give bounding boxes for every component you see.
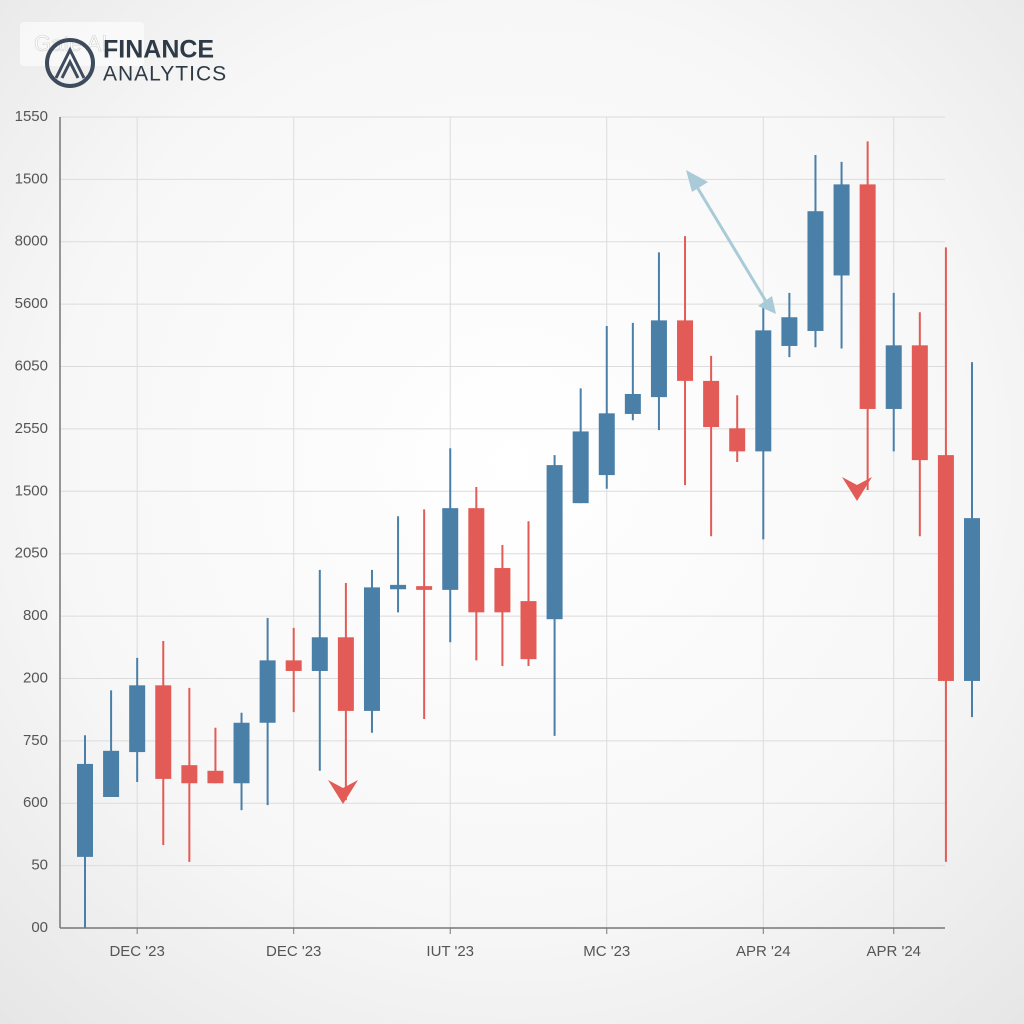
candle-body — [677, 320, 694, 381]
x-tick-label: DEC '23 — [266, 943, 321, 960]
candle-body — [129, 685, 146, 753]
down-arrow — [842, 477, 872, 501]
annotations — [328, 170, 872, 804]
candle-body — [416, 586, 433, 590]
y-tick-label: 200 — [23, 669, 48, 686]
down-arrow — [328, 780, 358, 804]
candle-body — [833, 184, 850, 276]
candle-body — [468, 508, 485, 613]
candle-body — [311, 637, 328, 671]
candle-body — [259, 660, 276, 723]
candle-body — [703, 380, 720, 428]
y-tick-label: 1500 — [15, 170, 48, 187]
y-tick-label: 1550 — [15, 108, 48, 125]
logo-subtitle: ANALYTICS — [103, 63, 227, 86]
logo-mark — [54, 46, 86, 79]
y-tick-label: 800 — [23, 607, 48, 624]
candle-body — [755, 330, 772, 452]
y-tick-label: 5600 — [15, 295, 48, 312]
candle-body — [572, 431, 589, 504]
x-tick-label: MC '23 — [583, 943, 630, 960]
x-tick-label: APR '24 — [736, 943, 791, 960]
candle-body — [885, 345, 902, 409]
x-tick-label: DEC '23 — [109, 943, 164, 960]
y-tick-label: 750 — [23, 732, 48, 749]
candle-body — [442, 508, 459, 590]
candle-body — [937, 455, 954, 681]
candle-body — [781, 317, 798, 346]
arrow-head — [686, 170, 708, 192]
y-tick-label: 2550 — [15, 420, 48, 437]
candle-body — [546, 465, 563, 620]
y-tick-label: 6050 — [15, 358, 48, 375]
candle-body — [729, 428, 746, 452]
candle-body — [807, 211, 824, 331]
candle-body — [363, 587, 380, 711]
arrow-head — [758, 296, 776, 314]
candle-body — [494, 568, 511, 613]
plot-area: 00 50 600 750 200 800 2050 1500 2550 6050 5600 8000… — [15, 108, 980, 960]
y-tick-label: 1500 — [15, 482, 48, 499]
candle-body — [233, 722, 250, 784]
candle-body — [103, 750, 120, 797]
x-tick-label: IUT '23 — [426, 943, 474, 960]
logo: Gate AI FINANCE ANALYTICS — [20, 22, 227, 88]
candle-body — [911, 345, 928, 461]
y-tick-label: 00 — [31, 919, 48, 936]
candle-body — [964, 518, 980, 681]
candle-body — [624, 393, 641, 414]
logo-title: FINANCE — [103, 36, 214, 64]
candle-body — [520, 601, 537, 660]
candle-body — [207, 770, 224, 784]
y-tick-label: 2050 — [15, 545, 48, 562]
x-tick-label: APR '24 — [866, 943, 921, 960]
candle-body — [859, 184, 876, 409]
y-tick-label: 50 — [31, 857, 48, 874]
candle-body — [650, 320, 667, 398]
candle-body — [181, 765, 198, 784]
candle-body — [77, 763, 93, 857]
candle-body — [337, 637, 354, 711]
y-tick-label: 8000 — [15, 233, 48, 250]
logo-ring — [45, 38, 95, 88]
y-tick-label: 600 — [23, 794, 48, 811]
candle-body — [155, 685, 172, 779]
candle-body — [598, 413, 615, 476]
candle-body — [390, 584, 407, 590]
candle-body — [285, 660, 302, 671]
trend-arrow — [692, 181, 772, 309]
